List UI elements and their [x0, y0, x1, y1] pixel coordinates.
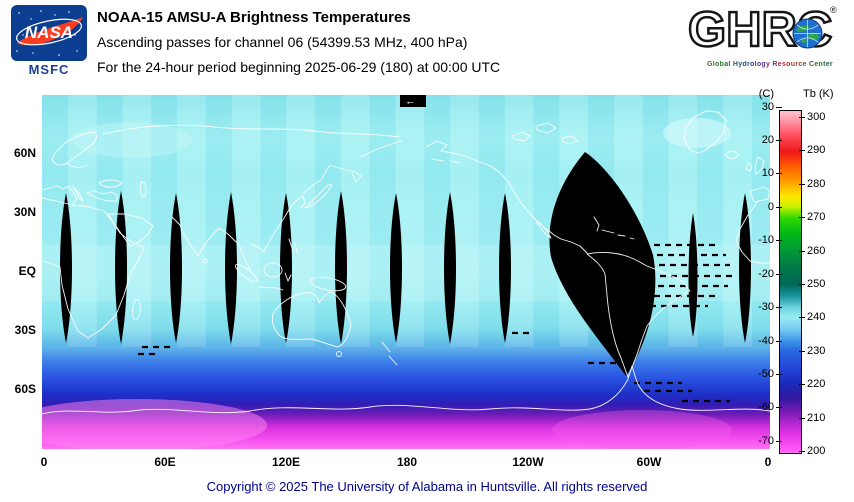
lon-tick-0b: 0	[764, 455, 772, 469]
coastlines	[42, 110, 770, 415]
swath-gap-shapes	[60, 95, 751, 376]
colorbar	[779, 110, 802, 454]
kelvin-tick: 240	[798, 311, 826, 323]
lat-tick-30n: 30N	[13, 205, 36, 219]
celsius-tick: 0	[742, 201, 782, 213]
celsius-tick: -60	[742, 401, 782, 413]
page-period-line: For the 24-hour period beginning 2025-06…	[97, 59, 501, 75]
lat-tick-eq: EQ	[18, 264, 36, 278]
lon-tick-0a: 0	[40, 455, 48, 469]
kelvin-tick: 300	[798, 111, 826, 123]
celsius-tick: 30	[742, 101, 782, 113]
ghrc-acronym: GHRC	[687, 2, 834, 59]
kelvin-tick: 280	[798, 178, 826, 190]
celsius-tick: -40	[742, 335, 782, 347]
kelvin-tick: 230	[798, 345, 826, 357]
lat-tick-30s: 30S	[14, 323, 36, 337]
lat-tick-60s: 60S	[14, 382, 36, 396]
msfc-label: MSFC	[28, 62, 70, 77]
celsius-tick: -50	[742, 368, 782, 380]
ghrc-logo: GHRC ® Global Hydrology Resource Center	[687, 2, 852, 84]
kelvin-tick: 200	[798, 445, 826, 457]
world-map: ←	[42, 95, 770, 449]
ghrc-tagline: Global Hydrology Resource Center	[688, 61, 852, 68]
copyright-line: Copyright © 2025 The University of Alaba…	[206, 479, 648, 494]
celsius-tick: 20	[742, 134, 782, 146]
kelvin-tick: 210	[798, 412, 826, 424]
kelvin-tick: 250	[798, 278, 826, 290]
celsius-tick: -10	[742, 234, 782, 246]
colorbar-kelvin-unit: Tb (K)	[803, 88, 834, 100]
lat-tick-60n: 60N	[13, 146, 36, 160]
registered-mark-icon: ®	[830, 5, 837, 15]
nasa-wordmark: NASA	[25, 23, 73, 42]
missing-scanline-dashes	[138, 243, 732, 403]
globe-icon	[792, 18, 823, 49]
celsius-tick: -30	[742, 301, 782, 313]
nasa-orbit-ellipse	[16, 18, 82, 46]
colorbar-celsius-unit: (C)	[758, 88, 774, 100]
celsius-tick: -70	[742, 435, 782, 447]
lon-tick-60w: 60W	[636, 455, 662, 469]
kelvin-tick: 290	[798, 144, 826, 156]
lon-tick-120w: 120W	[512, 455, 544, 469]
start-longitude-arrow-icon: ←	[405, 96, 416, 108]
kelvin-tick: 270	[798, 211, 826, 223]
brightness-temperature-field	[42, 95, 770, 449]
lon-tick-120e: 120E	[271, 455, 301, 469]
celsius-tick: 10	[742, 167, 782, 179]
lon-tick-60e: 60E	[154, 455, 176, 469]
celsius-tick: -20	[742, 268, 782, 280]
page-subtitle: Ascending passes for channel 06 (54399.5…	[97, 34, 468, 50]
page-title: NOAA-15 AMSU-A Brightness Temperatures	[97, 9, 411, 26]
nasa-logo: NASA	[11, 5, 87, 61]
nasa-red-swoosh	[17, 17, 83, 46]
kelvin-tick: 220	[798, 378, 826, 390]
lon-tick-180: 180	[396, 455, 418, 469]
kelvin-tick: 260	[798, 245, 826, 257]
